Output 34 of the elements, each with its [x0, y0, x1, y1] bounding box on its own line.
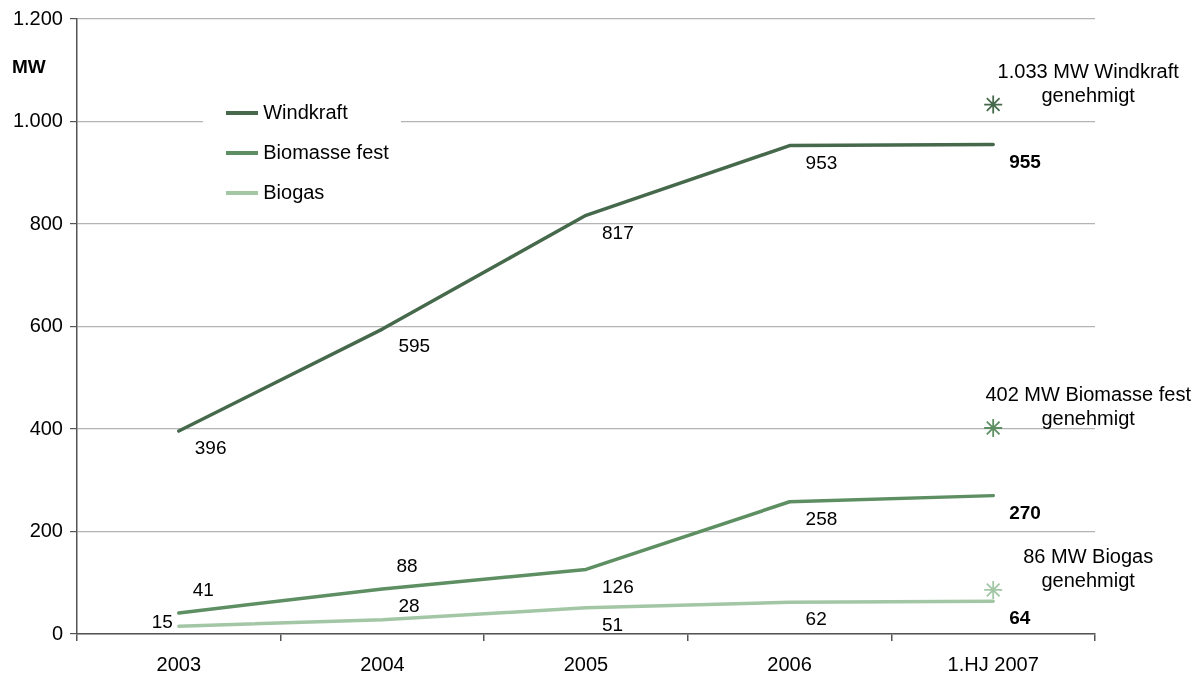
data-label: 28 [398, 594, 420, 616]
annotation: 1.033 MW Windkraft genehmigt [997, 60, 1180, 107]
x-tick-label: 2005 [563, 652, 609, 675]
x-tick-label: 1.HJ 2007 [947, 652, 1039, 675]
y-tick-label: 1.000 [12, 109, 63, 132]
x-tick-label: 2006 [767, 652, 812, 675]
data-label: 258 [805, 508, 838, 530]
legend-label: Biomasse fest [263, 141, 389, 165]
data-label: 396 [194, 437, 227, 459]
legend-label: Windkraft [263, 101, 348, 125]
y-axis-title: MW [12, 56, 46, 78]
legend-label: Biogas [263, 181, 325, 205]
y-tick-label: 800 [29, 211, 63, 234]
data-label: 64 [1009, 607, 1031, 629]
annotation: 402 MW Biomasse fest genehmigt [985, 383, 1192, 430]
x-tick-label: 2003 [156, 652, 202, 675]
data-label: 953 [805, 151, 838, 173]
data-label: 51 [602, 614, 624, 636]
y-tick-label: 200 [29, 519, 63, 542]
y-tick-label: 400 [29, 416, 63, 439]
data-label: 595 [398, 335, 431, 357]
data-label: 88 [396, 555, 418, 577]
data-label: 270 [1009, 501, 1041, 523]
data-label: 15 [151, 610, 173, 632]
annotation: 86 MW Biogas genehmigt [1023, 545, 1154, 592]
data-label: 41 [192, 579, 214, 601]
x-tick-label: 2004 [360, 652, 405, 675]
data-label: 62 [805, 608, 827, 630]
data-label: 126 [602, 575, 634, 597]
data-label: 955 [1009, 150, 1042, 172]
y-tick-label: 1.200 [12, 6, 63, 29]
y-tick-label: 0 [51, 621, 63, 644]
y-tick-label: 600 [29, 314, 63, 337]
data-label: 817 [602, 221, 634, 243]
